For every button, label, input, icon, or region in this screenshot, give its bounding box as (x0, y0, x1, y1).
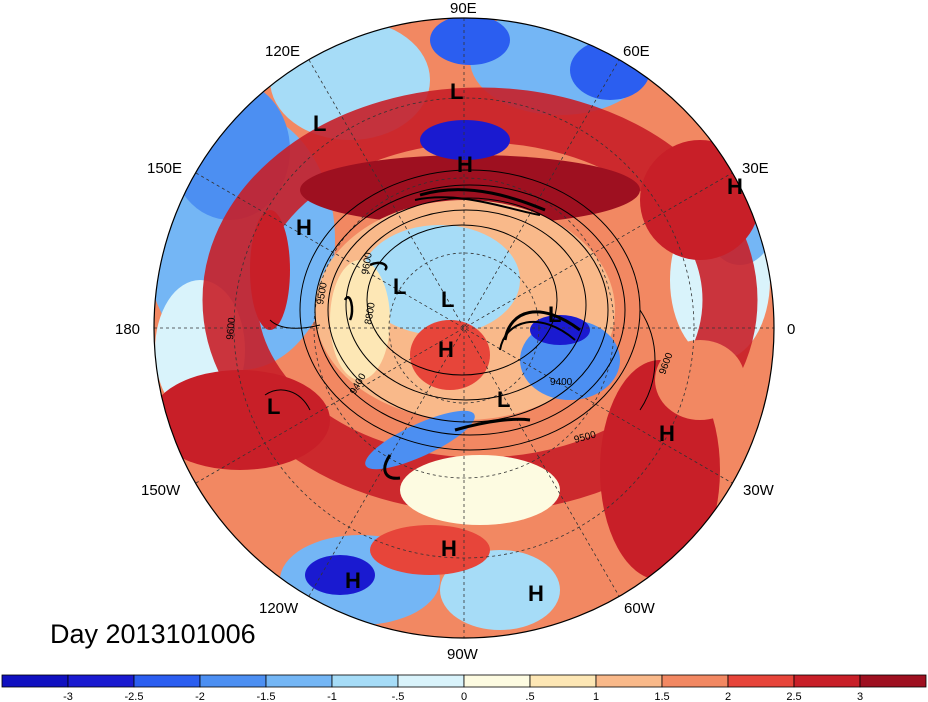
colorbar-box (529, 674, 597, 688)
colorbar-tick-label: .5 (525, 691, 534, 702)
colorbar-box (793, 674, 861, 688)
lon-label-90w: 90W (447, 646, 479, 663)
plot-title: Day 2013101006 (50, 619, 256, 649)
colorbar-tick-label: 2.5 (786, 691, 801, 702)
high-center-marker: H (528, 581, 544, 606)
high-center-marker: H (727, 174, 743, 199)
colorbar-tick-label: 0 (461, 691, 467, 702)
high-center-marker: H (345, 568, 361, 593)
colorbar-box (661, 674, 729, 688)
lon-label-150w: 150W (141, 482, 181, 499)
low-center-marker: L (497, 387, 510, 412)
contour-label-9600-a: 9600 (225, 317, 238, 341)
colorbar-box (199, 674, 267, 688)
colorbar-boxes (1, 674, 927, 688)
colorbar-box (265, 674, 333, 688)
high-center-marker: H (438, 337, 454, 362)
colorbar-box (1, 674, 69, 688)
low-center-marker: L (393, 274, 406, 299)
colorbar-tick-label: 3 (857, 691, 863, 702)
lon-label-60w: 60W (624, 600, 656, 617)
low-center-marker: L (450, 79, 463, 104)
colorbar-box (331, 674, 399, 688)
colorbar-tick-label: -1 (327, 691, 337, 702)
colorbar-tick-label: -1.5 (257, 691, 276, 702)
lon-label-30e: 30E (742, 160, 769, 177)
lon-label-0: 0 (787, 321, 795, 338)
contour-label-9500-a: 9500 (315, 281, 330, 305)
lon-label-150e: 150E (147, 160, 182, 177)
colorbar-box (133, 674, 201, 688)
low-center-marker: L (441, 287, 454, 312)
colorbar-box (397, 674, 465, 688)
high-center-marker: H (659, 421, 675, 446)
colorbar-box (727, 674, 795, 688)
colorbar-tick-label: -2.5 (125, 691, 144, 702)
colorbar-box (463, 674, 531, 688)
low-center-marker: L (548, 302, 561, 327)
height-contours (264, 169, 656, 480)
lon-label-30w: 30W (743, 482, 775, 499)
high-center-marker: H (457, 152, 473, 177)
colorbar-tick-label: 2 (725, 691, 731, 702)
contour-label-8800: 8800 (363, 301, 378, 325)
map-boundary (153, 17, 775, 639)
pressure-centers: L L H H H L L H L L L H H H H (267, 79, 743, 606)
lon-label-120e: 120E (265, 43, 300, 60)
longitude-labels: 90E 60E 120E 150E 30E 180 0 150W 30W 120… (115, 0, 795, 663)
colorbar-tick-label: -2 (195, 691, 205, 702)
colorbar-box (595, 674, 663, 688)
high-center-marker: H (441, 536, 457, 561)
colorbar: -3 -2.5 -2 -1.5 -1 -.5 0 .5 1 1.5 2 2.5 3 (1, 674, 927, 702)
colorbar-box (859, 674, 927, 688)
polar-map: 9500 9600 9400 9400 9500 9600 9600 8800 … (115, 0, 795, 663)
lon-label-60e: 60E (623, 43, 650, 60)
colorbar-box (67, 674, 135, 688)
lon-label-90e: 90E (450, 0, 477, 17)
colorbar-tick-label: -3 (63, 691, 73, 702)
low-center-marker: L (267, 394, 280, 419)
colorbar-tick-label: 1 (593, 691, 599, 702)
contour-label-9600-c: 9600 (360, 251, 375, 275)
graticule (154, 18, 774, 638)
colorbar-tick-label: -.5 (392, 691, 405, 702)
high-center-marker: H (296, 215, 312, 240)
contour-label-9400-b: 9400 (550, 377, 573, 388)
lon-label-120w: 120W (259, 600, 299, 617)
low-center-marker: L (313, 111, 326, 136)
lon-label-180: 180 (115, 321, 140, 338)
colorbar-labels: -3 -2.5 -2 -1.5 -1 -.5 0 .5 1 1.5 2 2.5 3 (63, 691, 863, 702)
colorbar-tick-label: 1.5 (654, 691, 669, 702)
